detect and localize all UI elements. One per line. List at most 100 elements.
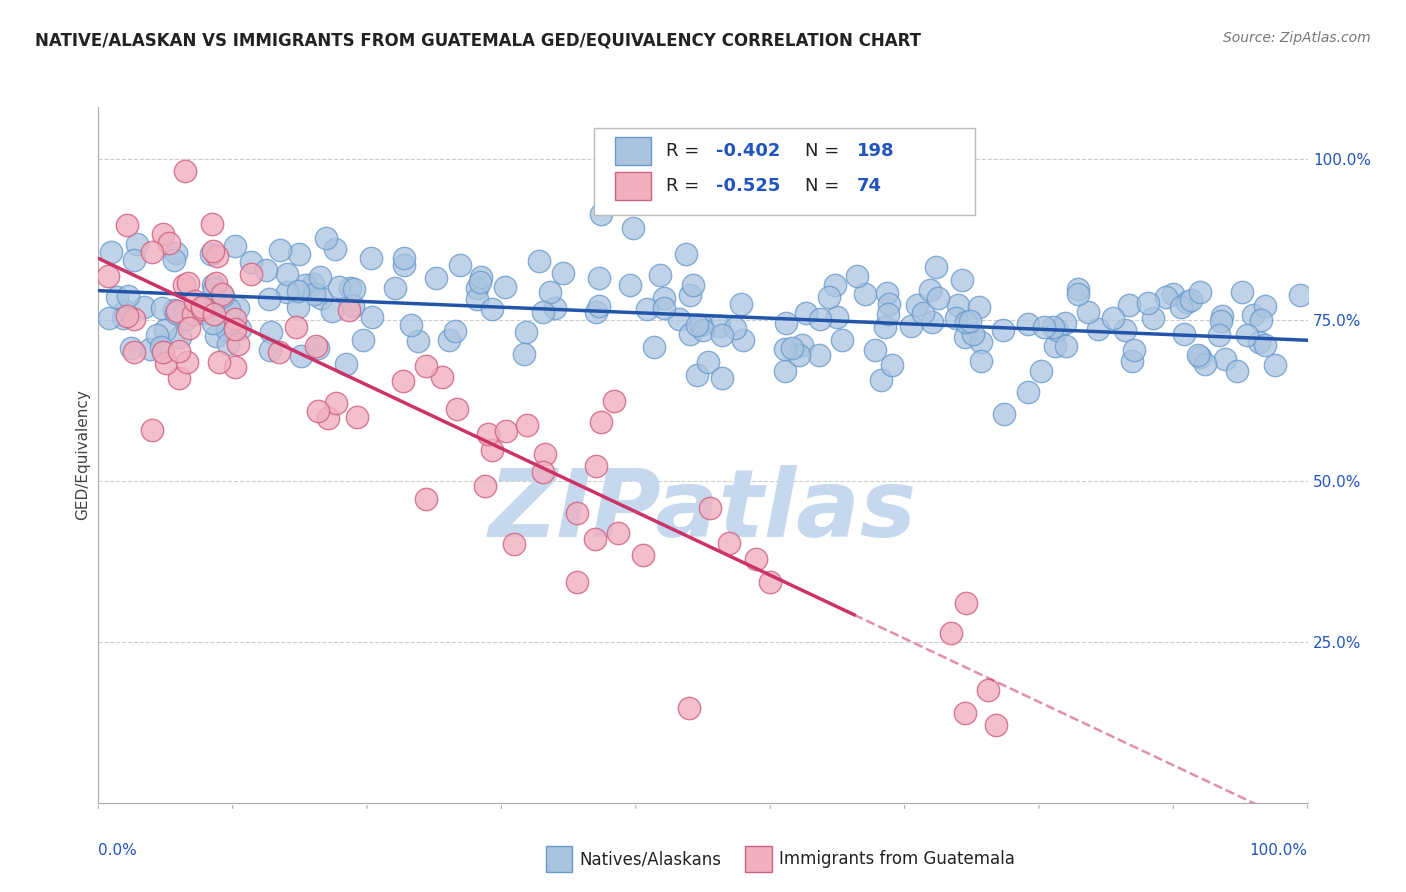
Point bbox=[631, 549, 654, 563]
Point bbox=[939, 625, 962, 640]
Point bbox=[134, 300, 156, 314]
Point bbox=[1118, 298, 1140, 312]
Point bbox=[165, 246, 187, 260]
Text: -0.525: -0.525 bbox=[716, 177, 780, 194]
Point bbox=[551, 266, 574, 280]
Text: R =: R = bbox=[665, 177, 704, 194]
Point bbox=[443, 324, 465, 338]
Point bbox=[287, 300, 309, 314]
Point bbox=[690, 318, 713, 332]
Point bbox=[759, 574, 782, 589]
Point bbox=[955, 315, 977, 329]
Point bbox=[1136, 296, 1159, 310]
Point bbox=[733, 334, 755, 348]
Point bbox=[589, 207, 612, 221]
Point bbox=[202, 307, 225, 321]
Point bbox=[831, 334, 853, 348]
Point bbox=[226, 337, 249, 351]
Point bbox=[1241, 308, 1264, 322]
Point bbox=[352, 333, 374, 347]
Point bbox=[730, 296, 752, 310]
Point bbox=[287, 285, 309, 299]
Text: NATIVE/ALASKAN VS IMMIGRANTS FROM GUATEMALA GED/EQUIVALENCY CORRELATION CHART: NATIVE/ALASKAN VS IMMIGRANTS FROM GUATEM… bbox=[35, 31, 921, 49]
Point bbox=[1208, 328, 1230, 343]
Point bbox=[527, 253, 550, 268]
Point bbox=[780, 341, 803, 355]
Point bbox=[360, 251, 382, 265]
Point bbox=[1175, 295, 1198, 310]
Point bbox=[515, 325, 537, 339]
Point bbox=[177, 277, 200, 291]
Point bbox=[845, 268, 868, 283]
Point bbox=[425, 270, 447, 285]
Point bbox=[285, 319, 308, 334]
Point bbox=[534, 447, 557, 461]
Point bbox=[204, 276, 226, 290]
Point bbox=[259, 343, 281, 357]
Point bbox=[675, 247, 697, 261]
Point bbox=[124, 253, 146, 268]
Point bbox=[337, 303, 360, 318]
Point bbox=[260, 326, 283, 340]
Point bbox=[636, 302, 658, 317]
Point bbox=[824, 278, 846, 293]
Point bbox=[97, 268, 120, 283]
Point bbox=[865, 343, 887, 357]
Text: N =: N = bbox=[804, 177, 845, 194]
Point bbox=[877, 297, 900, 311]
Point bbox=[139, 342, 162, 356]
Point bbox=[962, 327, 984, 342]
Point bbox=[585, 305, 607, 319]
Point bbox=[503, 537, 526, 551]
Point bbox=[1226, 364, 1249, 378]
Point bbox=[707, 319, 730, 334]
Point bbox=[790, 338, 813, 352]
Point bbox=[166, 303, 188, 318]
Point bbox=[921, 315, 943, 329]
FancyBboxPatch shape bbox=[595, 128, 976, 215]
Point bbox=[583, 532, 606, 546]
Text: 100.0%: 100.0% bbox=[1250, 843, 1308, 858]
Point bbox=[538, 285, 561, 300]
Point bbox=[959, 314, 981, 328]
Point bbox=[392, 374, 415, 388]
Text: Natives/Alaskans: Natives/Alaskans bbox=[579, 850, 721, 868]
Point bbox=[361, 310, 384, 324]
Point bbox=[224, 360, 246, 375]
Point bbox=[392, 251, 415, 265]
Text: R =: R = bbox=[665, 142, 704, 160]
Point bbox=[588, 300, 610, 314]
Point bbox=[1017, 384, 1039, 399]
Point bbox=[269, 243, 291, 257]
Point bbox=[323, 242, 346, 256]
Point bbox=[468, 275, 491, 289]
Point bbox=[305, 339, 328, 353]
Point bbox=[1254, 338, 1277, 352]
Point bbox=[650, 268, 672, 282]
Text: -0.402: -0.402 bbox=[716, 142, 780, 160]
Point bbox=[1054, 339, 1077, 353]
Point bbox=[146, 328, 169, 343]
Point bbox=[125, 237, 148, 252]
FancyBboxPatch shape bbox=[614, 172, 651, 200]
Point bbox=[202, 297, 225, 311]
Point bbox=[343, 282, 366, 296]
Point bbox=[531, 305, 554, 319]
Point bbox=[437, 333, 460, 347]
Point bbox=[565, 506, 588, 520]
Point bbox=[773, 364, 796, 378]
Point bbox=[1067, 282, 1090, 296]
Point bbox=[335, 357, 357, 371]
Point bbox=[603, 394, 626, 409]
Point bbox=[953, 706, 976, 720]
Point bbox=[163, 303, 186, 318]
Point bbox=[591, 416, 613, 430]
Point bbox=[167, 344, 190, 359]
Point bbox=[114, 304, 136, 318]
Point bbox=[876, 285, 898, 300]
Point bbox=[176, 354, 198, 368]
Point bbox=[654, 292, 676, 306]
Point bbox=[150, 340, 173, 354]
Point bbox=[321, 304, 343, 318]
Point bbox=[1077, 305, 1099, 319]
